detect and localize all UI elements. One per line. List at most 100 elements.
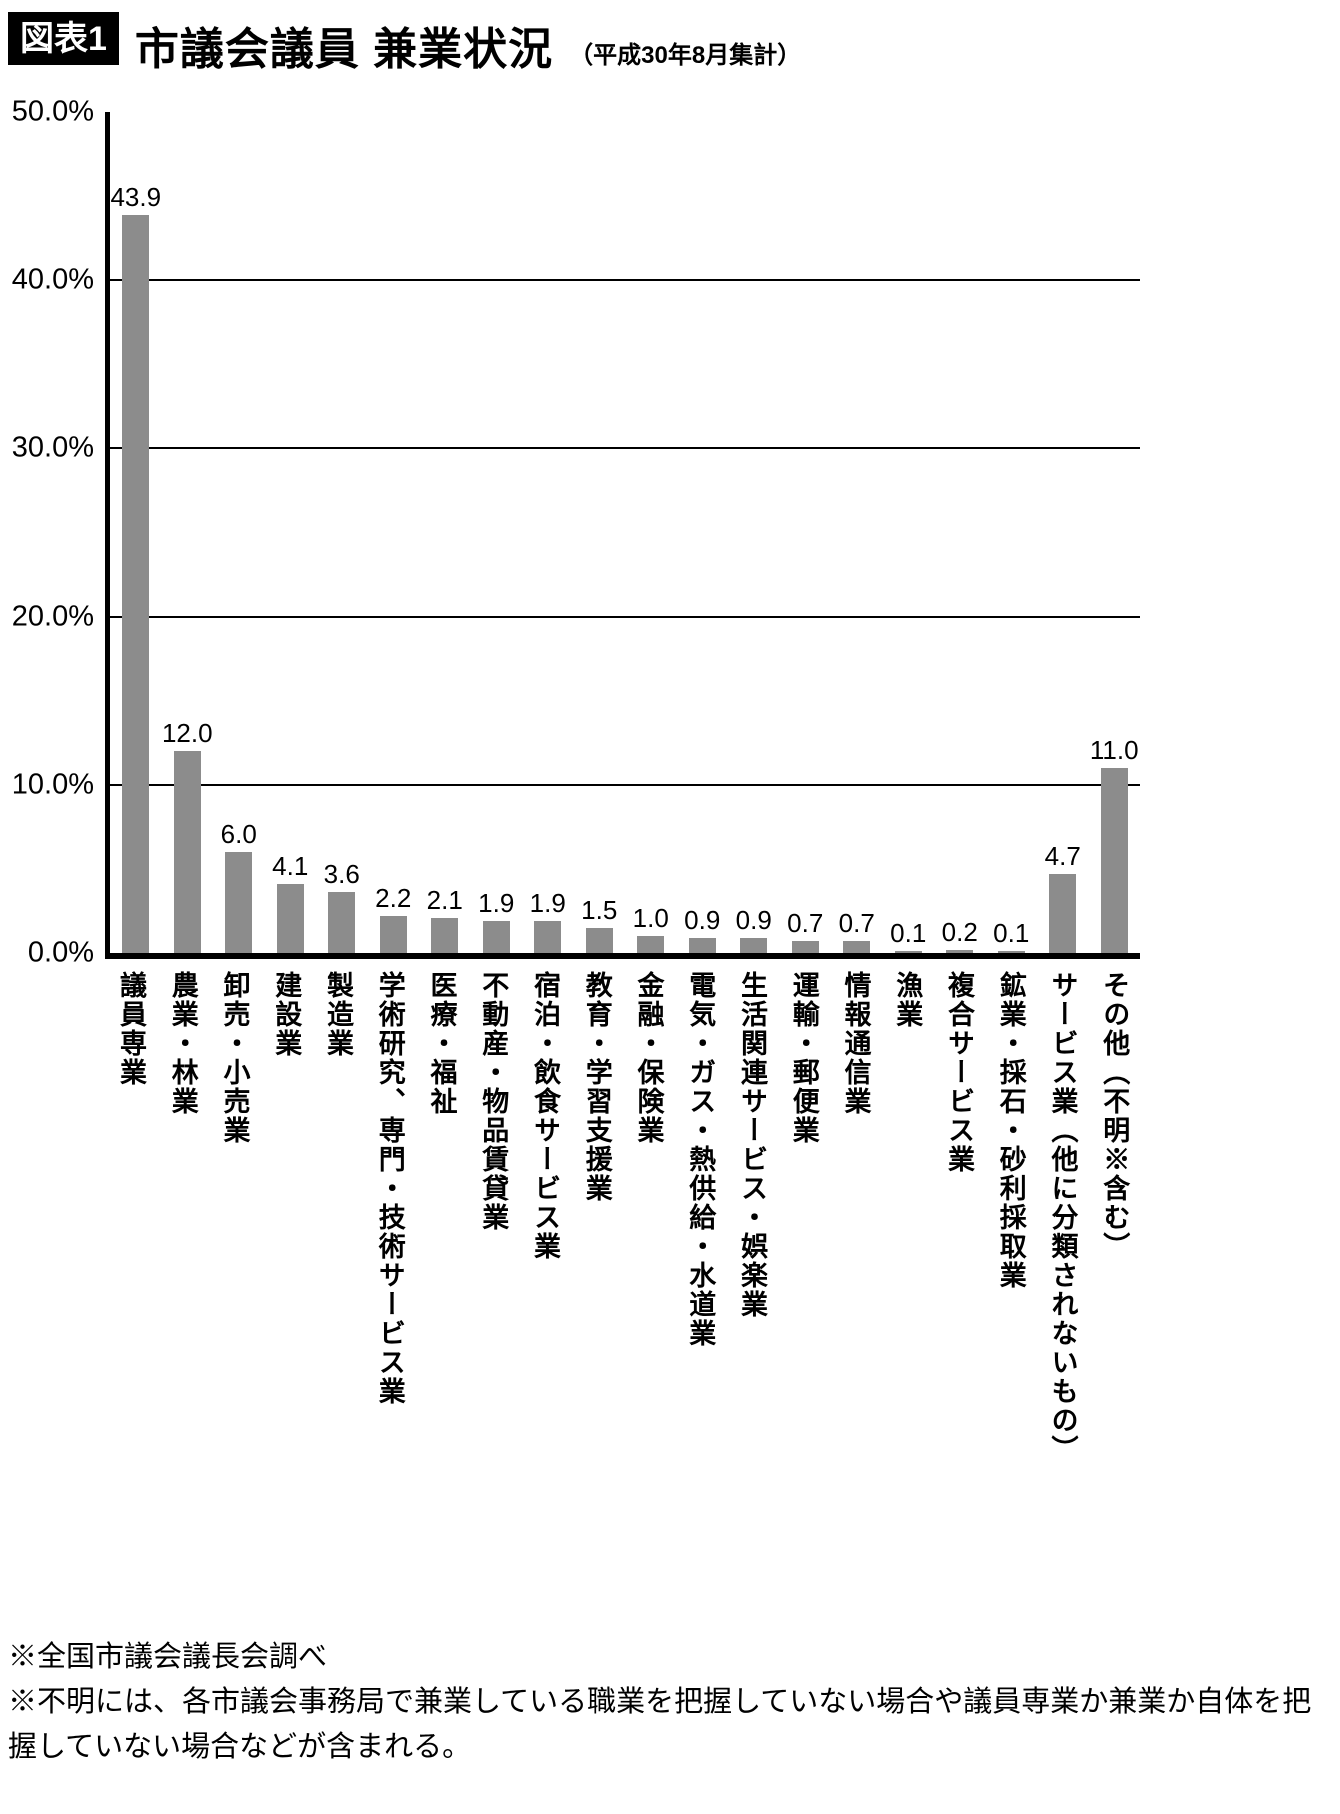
y-axis-tick-label: 40.0%: [11, 263, 94, 296]
bar-value-label: 4.7: [1044, 840, 1081, 871]
x-axis-category-label: 議員専業: [116, 971, 147, 1087]
x-axis-category-label: 宿泊・飲食サービス業: [530, 971, 561, 1261]
x-axis-category-label: 不動産・物品賃貸業: [478, 971, 509, 1232]
footnote-note: ※不明には、各市議会事務局で兼業している職業を把握していない場合や議員専業か兼業…: [8, 1685, 1312, 1763]
x-axis-category-label: 複合サービス業: [944, 971, 975, 1174]
x-axis-category-label: その他（不明※含む）: [1099, 971, 1130, 1261]
bar-value-label: 11.0: [1089, 734, 1139, 765]
bar: [1049, 873, 1077, 953]
bar-value-label: 2.1: [426, 884, 463, 915]
chart-header: 図表1 市議会議員 兼業状況 （平成30年8月集計）: [0, 0, 1340, 72]
bar-slot: 3.6: [316, 112, 368, 953]
x-label-slot: 医療・福祉: [416, 959, 468, 1116]
bar-value-label: 1.9: [478, 888, 515, 919]
y-axis-tick-label: 10.0%: [11, 768, 94, 801]
y-axis-tick-label: 30.0%: [11, 431, 94, 464]
bar-value-label: 0.9: [735, 904, 772, 935]
bar-value-label: 0.1: [993, 918, 1030, 949]
figure-number-badge: 図表1: [8, 12, 119, 65]
bar-slot: 0.1: [986, 112, 1038, 953]
x-label-slot: その他（不明※含む）: [1088, 959, 1140, 1261]
bar-slot: 4.7: [1037, 112, 1089, 953]
bar-value-label: 0.1: [890, 918, 927, 949]
x-axis-category-label: 情報通信業: [840, 971, 871, 1116]
x-axis-category-label: 漁業: [892, 971, 923, 1029]
bar: [997, 951, 1025, 953]
x-label-slot: 建設業: [260, 959, 312, 1058]
bar: [894, 951, 922, 953]
bars-row: 43.9 12.0 6.0 4.1 3.6 2.2 2.1 1.9 1.9 1.5 1.0 0.9 0.…: [110, 112, 1140, 953]
bar-value-label: 12.0: [161, 718, 213, 749]
bar: [688, 937, 716, 953]
bar-slot: 1.9: [471, 112, 523, 953]
y-axis-tick-label: 50.0%: [11, 95, 94, 128]
bar-slot: 0.7: [831, 112, 883, 953]
bar: [431, 917, 459, 953]
bar: [225, 852, 253, 953]
bar-value-label: 0.7: [787, 908, 824, 939]
x-axis-category-label: 生活関連サービス・娯楽業: [737, 971, 768, 1319]
bar: [122, 214, 150, 953]
bar: [791, 941, 819, 953]
bar-slot: 12.0: [162, 112, 214, 953]
x-label-slot: 生活関連サービス・娯楽業: [726, 959, 778, 1319]
bar-value-label: 6.0: [220, 819, 257, 850]
bar: [740, 937, 768, 953]
bar-slot: 11.0: [1089, 112, 1141, 953]
x-axis-labels: 議員専業 農業・林業 卸売・小売業 建設業 製造業 学術研究、専門・技術サービス業 医療・福…: [105, 959, 1140, 1609]
x-label-slot: 不動産・物品賃貸業: [467, 959, 519, 1232]
x-label-slot: 複合サービス業: [933, 959, 985, 1174]
bar-value-label: 3.6: [323, 859, 360, 890]
x-label-slot: 教育・学習支援業: [571, 959, 623, 1203]
x-label-slot: 製造業: [312, 959, 364, 1058]
bar-value-label: 1.5: [581, 894, 618, 925]
bar-slot: 4.1: [265, 112, 317, 953]
x-label-slot: 農業・林業: [157, 959, 209, 1116]
bar-slot: 0.2: [934, 112, 986, 953]
x-axis-category-label: 運輸・郵便業: [788, 971, 819, 1145]
x-axis-category-label: サービス業（他に分類されないもの）: [1047, 971, 1078, 1464]
bar-slot: 0.9: [677, 112, 729, 953]
bar: [1100, 767, 1128, 953]
y-axis-tick-label: 20.0%: [11, 600, 94, 633]
bar: [173, 751, 201, 953]
bar-chart: 50.0% 40.0% 30.0% 20.0% 10.0% 0.0% 43.9 12.0 6.0…: [12, 97, 1140, 1609]
x-label-slot: 宿泊・飲食サービス業: [519, 959, 571, 1261]
bar-slot: 0.9: [728, 112, 780, 953]
x-axis-category-label: 卸売・小売業: [219, 971, 250, 1145]
x-label-slot: 漁業: [881, 959, 933, 1029]
y-axis-tick-label: 0.0%: [27, 936, 94, 969]
bar-value-label: 0.2: [941, 916, 978, 947]
footnotes: ※全国市議会議長会調べ ※不明には、各市議会事務局で兼業している職業を把握してい…: [8, 1635, 1332, 1770]
plot-area: 50.0% 40.0% 30.0% 20.0% 10.0% 0.0% 43.9 12.0 6.0…: [12, 97, 1140, 967]
bar-slot: 2.2: [368, 112, 420, 953]
bar: [843, 941, 871, 953]
bar-value-label: 4.1: [272, 851, 309, 882]
x-axis-category-label: 農業・林業: [167, 971, 198, 1116]
x-axis-category-label: 学術研究、専門・技術サービス業: [374, 971, 405, 1406]
bar: [637, 936, 665, 953]
x-axis-category-label: 電気・ガス・熱供給・水道業: [685, 971, 716, 1348]
bar: [946, 949, 974, 953]
bar-value-label: 1.9: [529, 888, 566, 919]
x-axis-category-label: 鉱業・採石・砂利採取業: [995, 971, 1026, 1290]
bar-slot: 0.7: [780, 112, 832, 953]
bar-value-label: 1.0: [632, 903, 669, 934]
chart-title: 市議会議員 兼業状況: [134, 25, 554, 74]
x-label-slot: 情報通信業: [830, 959, 882, 1116]
gridline: [110, 447, 1140, 450]
bar-slot: 1.9: [522, 112, 574, 953]
bar: [482, 921, 510, 953]
x-label-slot: 鉱業・採石・砂利採取業: [985, 959, 1037, 1290]
bar-value-label: 2.2: [375, 883, 412, 913]
bar-slot: 2.1: [419, 112, 471, 953]
x-label-slot: 議員専業: [105, 959, 157, 1087]
bar-value-label: 0.7: [838, 908, 875, 939]
bar: [328, 892, 356, 953]
gridline: [110, 783, 1140, 786]
bar: [379, 916, 407, 953]
bar-slot: 1.0: [625, 112, 677, 953]
bar-slot: 43.9: [110, 112, 162, 953]
footnote-source: ※全国市議会議長会調べ: [8, 1641, 328, 1673]
x-label-slot: 運輸・郵便業: [778, 959, 830, 1145]
